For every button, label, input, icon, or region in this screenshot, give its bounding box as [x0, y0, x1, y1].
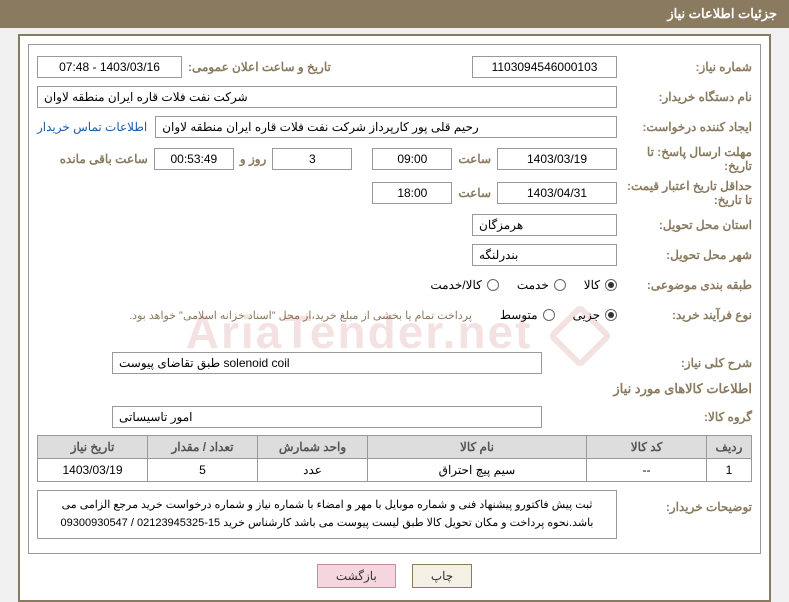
- row-buyer-org: نام دستگاه خریدار: شرکت نفت فلات قاره ای…: [37, 85, 752, 109]
- radio-motavaset-label: متوسط: [500, 308, 538, 322]
- label-buyer-org: نام دستگاه خریدار:: [617, 90, 752, 104]
- row-delivery-province: استان محل تحویل: هرمزگان: [37, 213, 752, 237]
- buttons-row: چاپ بازگشت: [28, 564, 761, 588]
- row-delivery-city: شهر محل تحویل: بندرلنگه: [37, 243, 752, 267]
- details-box: AriaTender.net شماره نیاز: 1103094546000…: [28, 44, 761, 554]
- info-block: شماره نیاز: 1103094546000103 تاریخ و ساع…: [37, 55, 752, 327]
- items-section-title: اطلاعات کالاهای مورد نیاز: [37, 381, 752, 397]
- field-creator: رحیم قلی پور کارپرداز شرکت نفت فلات قاره…: [155, 116, 617, 138]
- field-announce-dt: 1403/03/16 - 07:48: [37, 56, 182, 78]
- row-process: نوع فرآیند خرید: جزیی متوسط پرداخت تمام …: [37, 303, 752, 327]
- items-table: ردیف کد کالا نام کالا واحد شمارش تعداد /…: [37, 435, 752, 482]
- radio-kala[interactable]: کالا: [584, 278, 617, 292]
- row-reply-deadline: مهلت ارسال پاسخ: تا تاریخ: 1403/03/19 سا…: [37, 145, 752, 173]
- label-reply-time: ساعت: [458, 152, 491, 166]
- radio-kala-khadamat[interactable]: کالا/خدمت: [430, 278, 498, 292]
- th-qty: تعداد / مقدار: [148, 436, 258, 459]
- row-buyer-notes: توضیحات خریدار: ثبت پیش فاکتورو پیشنهاد …: [37, 490, 752, 539]
- label-general-desc: شرح کلی نیاز:: [617, 356, 752, 370]
- radio-kala-khadamat-icon: [487, 279, 499, 291]
- th-name: نام کالا: [368, 436, 587, 459]
- row-price-valid: حداقل تاریخ اعتبار قیمت: تا تاریخ: 1403/…: [37, 179, 752, 207]
- label-days-and: روز و: [240, 152, 267, 166]
- th-date: تاریخ نیاز: [38, 436, 148, 459]
- label-price-valid-time: ساعت: [458, 186, 491, 200]
- row-creator: ایجاد کننده درخواست: رحیم قلی پور کارپرد…: [37, 115, 752, 139]
- field-price-valid-date: 1403/04/31: [497, 182, 617, 204]
- label-group: گروه کالا:: [617, 410, 752, 424]
- radio-motavaset-icon: [543, 309, 555, 321]
- label-delivery-city: شهر محل تحویل:: [617, 248, 752, 262]
- main-panel: AriaTender.net شماره نیاز: 1103094546000…: [18, 34, 771, 602]
- label-remaining-suffix: ساعت باقی مانده: [60, 152, 148, 166]
- cell-row: 1: [707, 459, 752, 482]
- row-category: طبقه بندی موضوعی: کالا خدمت کالا/خدمت: [37, 273, 752, 297]
- label-process: نوع فرآیند خرید:: [617, 308, 752, 322]
- label-request-number: شماره نیاز:: [617, 60, 752, 74]
- field-delivery-province: هرمزگان: [472, 214, 617, 236]
- cell-date: 1403/03/19: [38, 459, 148, 482]
- radio-kala-label: کالا: [584, 278, 600, 292]
- cell-qty: 5: [148, 459, 258, 482]
- radio-kala-khadamat-label: کالا/خدمت: [430, 278, 481, 292]
- header-bar: جزئیات اطلاعات نیاز: [0, 0, 789, 28]
- row-general-desc: شرح کلی نیاز: solenoid coil طبق تقاضای پ…: [37, 351, 752, 375]
- field-buyer-org: شرکت نفت فلات قاره ایران منطقه لاوان: [37, 86, 617, 108]
- table-header-row: ردیف کد کالا نام کالا واحد شمارش تعداد /…: [38, 436, 752, 459]
- radio-khadamat-label: خدمت: [517, 278, 549, 292]
- cell-code: --: [587, 459, 707, 482]
- cell-unit: عدد: [258, 459, 368, 482]
- field-days-remaining: 3: [272, 148, 352, 170]
- label-price-valid: حداقل تاریخ اعتبار قیمت: تا تاریخ:: [617, 179, 752, 207]
- buyer-contact-link[interactable]: اطلاعات تماس خریدار: [37, 120, 147, 134]
- label-delivery-province: استان محل تحویل:: [617, 218, 752, 232]
- process-note: پرداخت تمام یا بخشی از مبلغ خرید،از محل …: [129, 309, 472, 322]
- label-announce-dt: تاریخ و ساعت اعلان عمومی:: [188, 60, 331, 74]
- radio-jozi-label: جزیی: [573, 308, 600, 322]
- th-code: کد کالا: [587, 436, 707, 459]
- field-time-remaining: 00:53:49: [154, 148, 234, 170]
- label-buyer-notes: توضیحات خریدار:: [617, 490, 752, 514]
- label-category: طبقه بندی موضوعی:: [617, 278, 752, 292]
- table-row: 1--سیم پیچ احتراقعدد51403/03/19: [38, 459, 752, 482]
- radio-khadamat-icon: [554, 279, 566, 291]
- field-request-number: 1103094546000103: [472, 56, 617, 78]
- field-price-valid-time: 18:00: [372, 182, 452, 204]
- th-row: ردیف: [707, 436, 752, 459]
- row-request-number: شماره نیاز: 1103094546000103 تاریخ و ساع…: [37, 55, 752, 79]
- field-group: امور تاسیساتی: [112, 406, 542, 428]
- radio-kala-icon: [605, 279, 617, 291]
- label-creator: ایجاد کننده درخواست:: [617, 120, 752, 134]
- label-reply-deadline: مهلت ارسال پاسخ: تا تاریخ:: [617, 145, 752, 173]
- field-reply-date: 1403/03/19: [497, 148, 617, 170]
- row-group: گروه کالا: امور تاسیساتی: [37, 405, 752, 429]
- radio-jozi-icon: [605, 309, 617, 321]
- field-reply-time: 09:00: [372, 148, 452, 170]
- header-title: جزئیات اطلاعات نیاز: [667, 6, 777, 21]
- radio-jozi[interactable]: جزیی: [573, 308, 617, 322]
- field-buyer-notes: ثبت پیش فاکتورو پیشنهاد فنی و شماره موبا…: [37, 490, 617, 539]
- field-delivery-city: بندرلنگه: [472, 244, 617, 266]
- radio-motavaset[interactable]: متوسط: [500, 308, 555, 322]
- back-button[interactable]: بازگشت: [317, 564, 396, 588]
- field-general-desc: solenoid coil طبق تقاضای پیوست: [112, 352, 542, 374]
- print-button[interactable]: چاپ: [412, 564, 472, 588]
- radio-khadamat[interactable]: خدمت: [517, 278, 566, 292]
- cell-name: سیم پیچ احتراق: [368, 459, 587, 482]
- th-unit: واحد شمارش: [258, 436, 368, 459]
